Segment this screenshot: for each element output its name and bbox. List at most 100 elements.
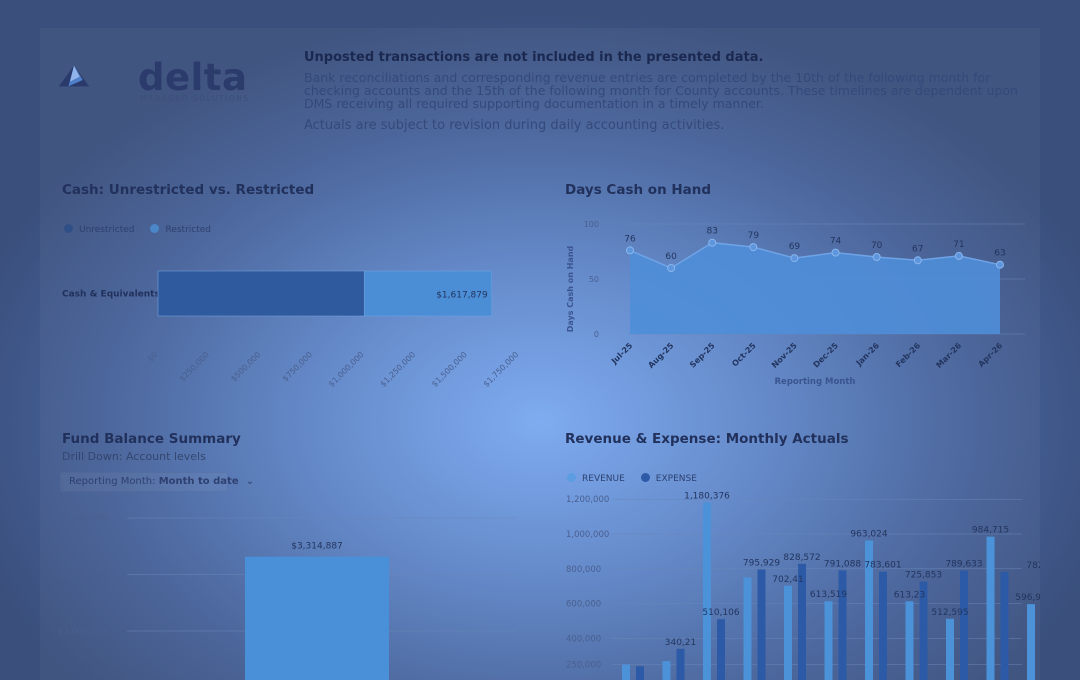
bar-unrestricted xyxy=(157,270,365,317)
cash-legend: Unrestricted Restricted xyxy=(64,224,211,235)
x-tick-label: Aug-25 xyxy=(646,341,675,370)
y-tick-label: $2,000,000 xyxy=(58,627,107,637)
x-tick-label: Feb-26 xyxy=(894,341,922,369)
expense-bar xyxy=(676,648,685,680)
revenue-swatch-icon xyxy=(567,473,576,482)
revexp-chart: 250,000 400,000 600,000 800,000 1,000,000 1,2… xyxy=(566,492,1040,680)
revenue-bar xyxy=(986,536,995,680)
x-tick-label: Dec-25 xyxy=(811,341,840,370)
x-tick-label: Mar-26 xyxy=(934,341,963,370)
data-label: 74 xyxy=(830,237,842,247)
y-tick-label: 1,000,000 xyxy=(566,530,609,540)
revenue-bar xyxy=(743,577,752,680)
chevron-down-icon: ⌄ xyxy=(245,476,255,487)
legend-expense-label: EXPENSE xyxy=(655,474,697,484)
revenue-data-label: 512,595 xyxy=(931,608,968,618)
revenue-bar xyxy=(946,618,954,680)
expense-bar xyxy=(717,619,725,680)
cash-panel-title: Cash: Unrestricted vs. Restricted xyxy=(62,182,315,198)
cash-chart: Cash & Equivalents $1,617,879 $0 $250,000 $5… xyxy=(62,270,520,389)
logo-wordmark: delta xyxy=(138,56,248,99)
x-axis-title: Reporting Month xyxy=(775,377,856,387)
legend-expense[interactable]: EXPENSE xyxy=(640,473,697,484)
expense-data-label: 510,106 xyxy=(702,608,739,618)
expense-bar xyxy=(919,581,928,680)
area-fill xyxy=(630,242,1000,334)
expense-data-label: 789,633 xyxy=(945,560,982,570)
data-label: 60 xyxy=(665,252,677,262)
fund-chart: $2,000,000 $3,000,000 $4,000,000 $3,314,887 xyxy=(58,514,517,680)
data-label: 69 xyxy=(789,242,801,252)
data-point xyxy=(831,248,840,257)
legend-restricted[interactable]: Restricted xyxy=(150,224,211,235)
delta-logo-icon xyxy=(58,65,90,87)
legend-restricted-label: Restricted xyxy=(165,225,212,235)
reporting-month-dropdown[interactable]: Reporting Month: Month to date ⌄ xyxy=(60,472,254,492)
revenue-bar xyxy=(1027,604,1035,680)
revenue-data-label: 963,024 xyxy=(850,529,887,539)
data-label: 76 xyxy=(624,234,636,244)
bar-restricted xyxy=(363,270,493,317)
expense-bar xyxy=(1000,571,1009,680)
expense-data-label: 828,572 xyxy=(783,553,820,563)
x-tick-label: $250,000 xyxy=(178,350,211,383)
data-point xyxy=(667,264,676,272)
data-label: 79 xyxy=(748,231,760,241)
revenue-bar xyxy=(703,502,711,680)
expense-data-label: 791,088 xyxy=(824,559,861,569)
y-tick-label: 0 xyxy=(594,330,599,339)
fund-panel-title: Fund Balance Summary xyxy=(62,431,241,447)
logo-subtitle: MANAGED SOLUTIONS xyxy=(140,94,250,103)
legend-revenue[interactable]: REVENUE xyxy=(567,473,625,484)
data-label: 63 xyxy=(994,249,1005,259)
notice-footer: Actuals are subject to revision during d… xyxy=(304,118,725,133)
x-tick-label: Sep-25 xyxy=(688,341,717,370)
x-tick-label: $0 xyxy=(146,350,160,364)
data-label: $3,314,887 xyxy=(291,542,343,552)
expense-swatch-icon xyxy=(640,473,650,482)
x-tick-label: $500,000 xyxy=(229,350,262,383)
x-tick-label: Apr-26 xyxy=(977,341,1005,369)
legend-unrestricted[interactable]: Unrestricted xyxy=(64,224,134,235)
expense-bar xyxy=(879,571,887,680)
unrestricted-swatch-icon xyxy=(64,224,73,233)
expense-data-label: 795,929 xyxy=(743,559,780,569)
expense-data-label: 782,281 xyxy=(1026,561,1040,571)
y-tick-label: 50 xyxy=(589,275,599,284)
total-data-label: $1,617,879 xyxy=(436,291,488,301)
x-tick-label: Jul-25 xyxy=(609,341,635,367)
revenue-data-label: 984,715 xyxy=(972,526,1009,536)
y-tick-label: 600,000 xyxy=(566,600,601,610)
area-line xyxy=(629,241,1001,269)
restricted-swatch-icon xyxy=(150,224,160,233)
data-label: 71 xyxy=(953,240,964,250)
data-notice: Unposted transactions are not included i… xyxy=(304,50,1020,141)
data-point xyxy=(749,243,758,252)
revenue-bar xyxy=(662,661,671,680)
revexp-legend: REVENUE EXPENSE xyxy=(567,473,697,484)
data-label: 83 xyxy=(706,227,717,237)
x-tick-label: Oct-25 xyxy=(730,341,758,369)
days-chart: 0 50 100 76 60 83 79 69 74 70 67 71 63 Jul-25 Aug-25 Se… xyxy=(566,220,1025,387)
x-tick-label: $1,000,000 xyxy=(327,350,366,389)
legend-unrestricted-label: Unrestricted xyxy=(79,225,135,235)
revenue-bar xyxy=(824,601,833,680)
expense-bar xyxy=(960,570,968,680)
days-panel-title: Days Cash on Hand xyxy=(565,182,712,198)
x-tick-label: $750,000 xyxy=(281,350,314,383)
revenue-bar xyxy=(784,585,792,680)
data-label: 70 xyxy=(871,241,883,251)
expense-bar xyxy=(838,570,847,680)
y-axis-title: Days Cash on Hand xyxy=(566,245,575,332)
x-tick-label: Jan-26 xyxy=(854,341,882,369)
y-tick-label: $4,000,000 xyxy=(58,514,107,524)
data-point xyxy=(954,251,963,260)
data-point xyxy=(913,256,922,265)
expense-bar xyxy=(798,563,806,680)
data-point xyxy=(708,238,717,247)
dropdown-prefix: Reporting Month: xyxy=(69,476,159,487)
y-tick-label: 400,000 xyxy=(566,634,601,644)
expense-bar xyxy=(636,666,644,680)
expense-data-label: 725,853 xyxy=(905,571,942,581)
expense-data-label: 340,21 xyxy=(665,638,697,648)
